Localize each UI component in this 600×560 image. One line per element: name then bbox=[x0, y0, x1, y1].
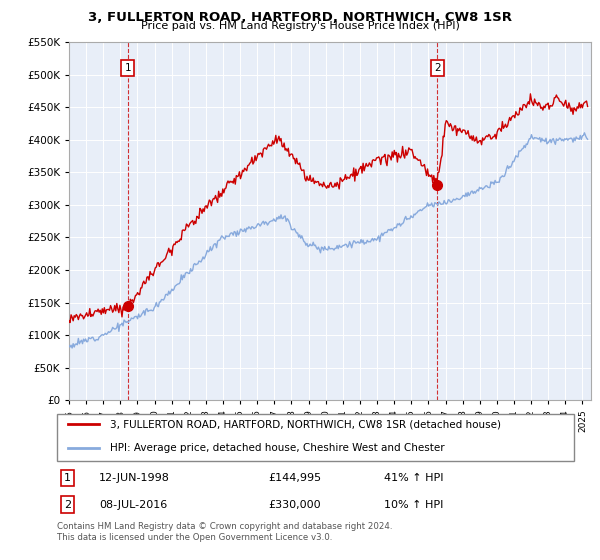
Text: 1: 1 bbox=[64, 473, 71, 483]
Text: Price paid vs. HM Land Registry's House Price Index (HPI): Price paid vs. HM Land Registry's House … bbox=[140, 21, 460, 31]
Text: 1: 1 bbox=[125, 63, 131, 73]
Text: 2: 2 bbox=[434, 63, 440, 73]
Text: Contains HM Land Registry data © Crown copyright and database right 2024.: Contains HM Land Registry data © Crown c… bbox=[57, 522, 392, 531]
Text: 08-JUL-2016: 08-JUL-2016 bbox=[99, 500, 167, 510]
Text: This data is licensed under the Open Government Licence v3.0.: This data is licensed under the Open Gov… bbox=[57, 533, 332, 542]
Text: 3, FULLERTON ROAD, HARTFORD, NORTHWICH, CW8 1SR (detached house): 3, FULLERTON ROAD, HARTFORD, NORTHWICH, … bbox=[110, 419, 501, 429]
Text: 41% ↑ HPI: 41% ↑ HPI bbox=[385, 473, 444, 483]
Text: HPI: Average price, detached house, Cheshire West and Chester: HPI: Average price, detached house, Ches… bbox=[110, 443, 445, 453]
Text: 2: 2 bbox=[64, 500, 71, 510]
FancyBboxPatch shape bbox=[57, 414, 574, 461]
Text: 3, FULLERTON ROAD, HARTFORD, NORTHWICH, CW8 1SR: 3, FULLERTON ROAD, HARTFORD, NORTHWICH, … bbox=[88, 11, 512, 24]
Text: 12-JUN-1998: 12-JUN-1998 bbox=[99, 473, 170, 483]
Text: £144,995: £144,995 bbox=[268, 473, 322, 483]
Text: £330,000: £330,000 bbox=[268, 500, 321, 510]
Text: 10% ↑ HPI: 10% ↑ HPI bbox=[385, 500, 444, 510]
